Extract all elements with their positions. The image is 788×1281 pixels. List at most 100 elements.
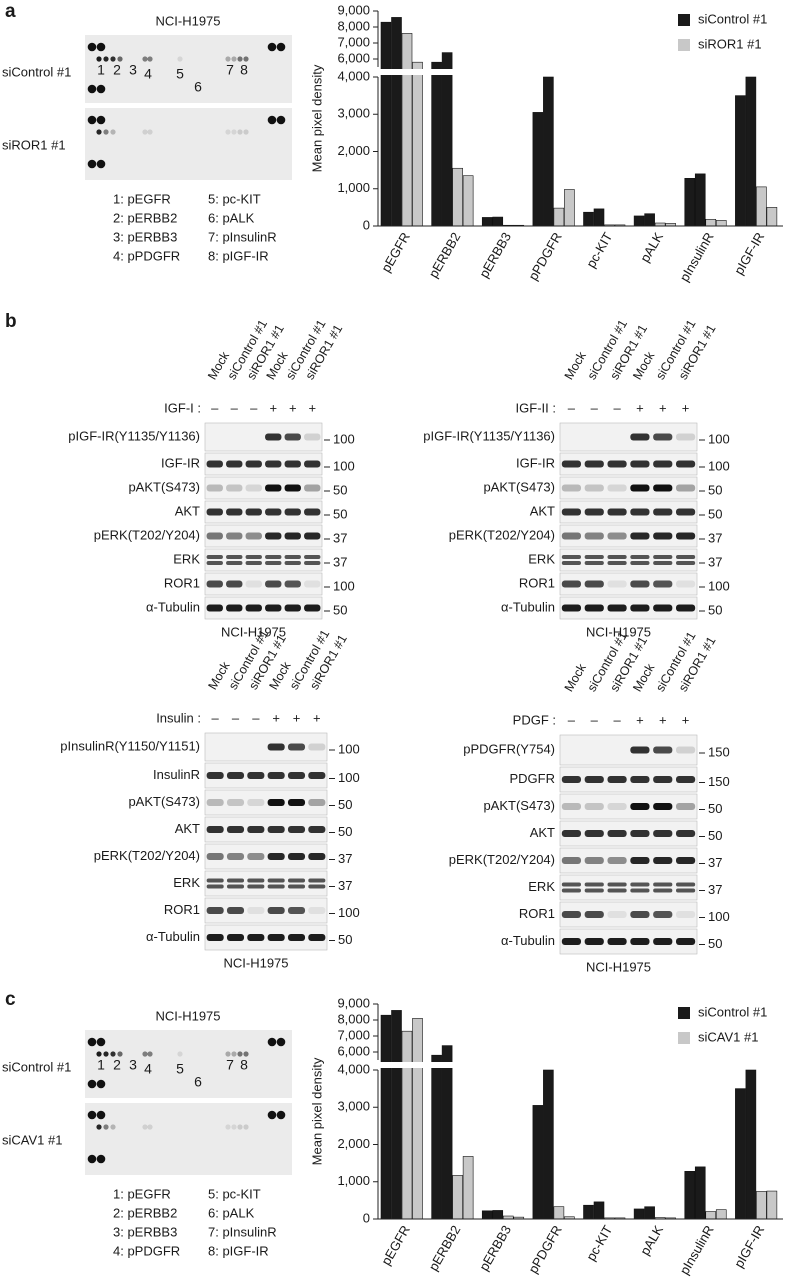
mw-marker: 100 <box>338 905 360 920</box>
band <box>584 508 604 516</box>
band <box>265 484 282 492</box>
treatment-sign: + <box>269 400 277 415</box>
row-label: ROR1 <box>164 575 200 590</box>
panel-label: b <box>5 311 17 332</box>
array-membrane <box>85 108 292 180</box>
mw-marker: 50 <box>708 506 722 521</box>
array-spot <box>231 129 237 135</box>
band <box>226 934 245 941</box>
band <box>584 604 604 612</box>
mw-marker: 100 <box>338 741 360 756</box>
bar <box>391 17 402 227</box>
array-legend-item: 2: pERBB2 <box>113 1205 177 1220</box>
array-legend-item: 4: pPDGFR <box>113 248 180 263</box>
band <box>284 580 301 588</box>
spot-label: 8 <box>240 62 248 78</box>
y-axis-label: Mean pixel density <box>309 64 324 172</box>
band <box>630 555 650 559</box>
band <box>630 433 650 441</box>
band <box>630 776 650 783</box>
mw-marker: 150 <box>708 744 730 759</box>
array-spot <box>225 1051 231 1057</box>
x-tick-label: pInsulinR <box>677 1223 717 1277</box>
band <box>308 743 326 751</box>
spot-label: 3 <box>129 62 137 78</box>
array-spot <box>243 56 249 62</box>
array-row-label: siCAV1 #1 <box>2 1132 62 1147</box>
row-label: pAKT(S473) <box>128 794 200 809</box>
reference-spot <box>267 1110 277 1120</box>
band <box>675 532 696 540</box>
band <box>247 907 265 914</box>
array-spot <box>231 56 237 62</box>
band <box>206 907 224 914</box>
band <box>675 433 696 441</box>
band <box>584 830 604 837</box>
array-spot <box>237 129 243 135</box>
treatment-sign: + <box>308 400 316 415</box>
blot-strip <box>204 596 323 620</box>
band <box>226 508 243 516</box>
band <box>675 911 696 918</box>
cell-line: NCI-H1975 <box>223 955 288 970</box>
band <box>630 911 650 918</box>
mw-marker: 100 <box>333 578 355 593</box>
bar <box>532 112 544 227</box>
mw-marker: 50 <box>708 482 722 497</box>
reference-spot <box>87 1110 97 1120</box>
band <box>304 532 321 540</box>
spot-label: 6 <box>194 1074 202 1090</box>
lane-header: Mock <box>562 349 589 383</box>
legend-label: siROR1 #1 <box>698 36 762 51</box>
bar <box>543 76 554 227</box>
treatment-sign: + <box>289 400 297 415</box>
array-legend-item: 7: pInsulinR <box>208 229 277 244</box>
band <box>247 853 265 860</box>
array-spot <box>225 56 231 62</box>
row-label: PDGFR <box>510 771 556 786</box>
mw-marker: 50 <box>333 482 347 497</box>
bar <box>735 1088 746 1220</box>
bar <box>705 1211 717 1220</box>
x-tick-label: pERBB2 <box>426 230 464 281</box>
row-label: AKT <box>530 825 555 840</box>
array-spot <box>243 1051 249 1057</box>
array-legend-item: 3: pERBB3 <box>113 1224 177 1239</box>
band <box>584 882 604 887</box>
blot-strip <box>559 452 698 476</box>
bar <box>694 173 706 227</box>
bar <box>715 220 727 227</box>
band <box>653 776 673 783</box>
array-spot <box>96 129 102 135</box>
band <box>267 853 285 860</box>
band <box>653 746 673 754</box>
bar <box>543 1069 554 1220</box>
bar <box>452 1175 463 1220</box>
row-label: pERK(T202/Y204) <box>94 848 200 863</box>
mw-marker: 100 <box>338 770 360 785</box>
y-tick-label: 1,000 <box>337 180 370 195</box>
bar <box>756 186 767 227</box>
treatment-label: PDGF : <box>513 712 556 727</box>
y-tick-label: 8,000 <box>337 18 370 33</box>
band <box>607 561 627 565</box>
bar <box>401 33 413 227</box>
row-label: ERK <box>528 551 555 566</box>
band <box>206 532 223 540</box>
band <box>607 803 627 810</box>
bar <box>412 61 423 227</box>
band <box>206 884 224 889</box>
bar <box>532 1105 544 1220</box>
bar <box>431 1054 442 1220</box>
reference-spot <box>96 42 106 52</box>
row-label: pAKT(S473) <box>128 479 200 494</box>
x-tick-label: pPDGFR <box>525 1223 564 1276</box>
array-spot <box>103 129 109 135</box>
band <box>284 604 301 612</box>
y-tick-label: 6,000 <box>337 50 370 65</box>
band <box>630 882 650 887</box>
band <box>584 532 604 540</box>
treatment-sign: – <box>591 400 599 415</box>
band <box>653 911 673 918</box>
array-legend-item: 8: pIGF-IR <box>208 248 269 263</box>
